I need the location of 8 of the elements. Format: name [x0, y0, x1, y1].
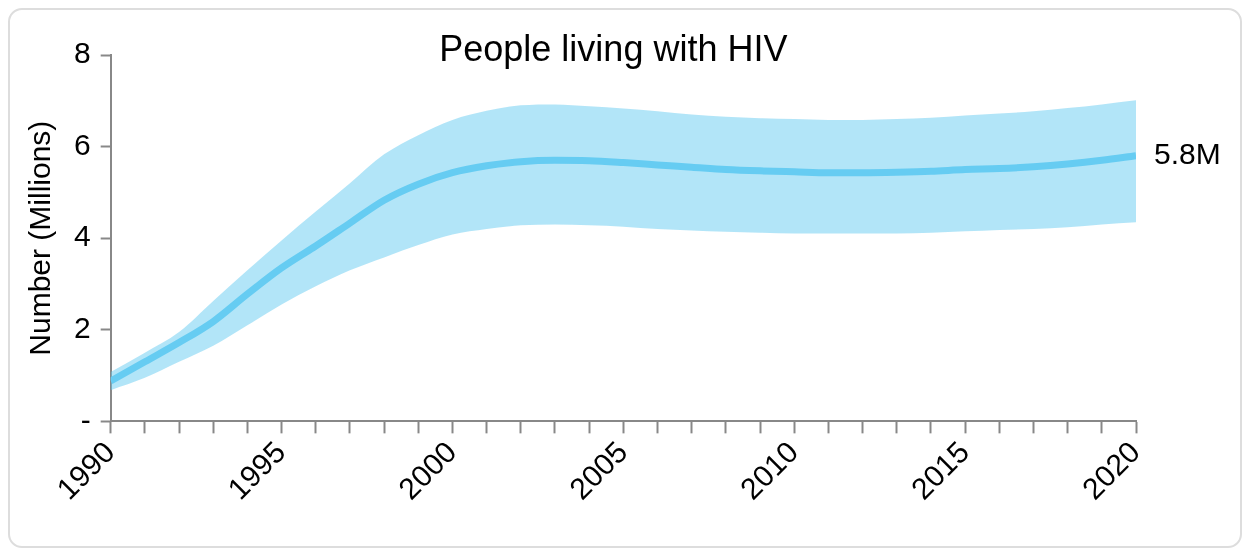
chart-title: People living with HIV [439, 27, 788, 69]
y-tick-label: - [80, 402, 91, 436]
y-axis-title: Number (Millions) [23, 120, 57, 356]
y-tick-label: 6 [74, 127, 91, 161]
y-tick-label: 2 [74, 311, 91, 345]
y-tick-label: 8 [74, 36, 91, 70]
y-tick-label: 4 [74, 219, 91, 253]
annotation: 5.8M [1154, 137, 1221, 171]
